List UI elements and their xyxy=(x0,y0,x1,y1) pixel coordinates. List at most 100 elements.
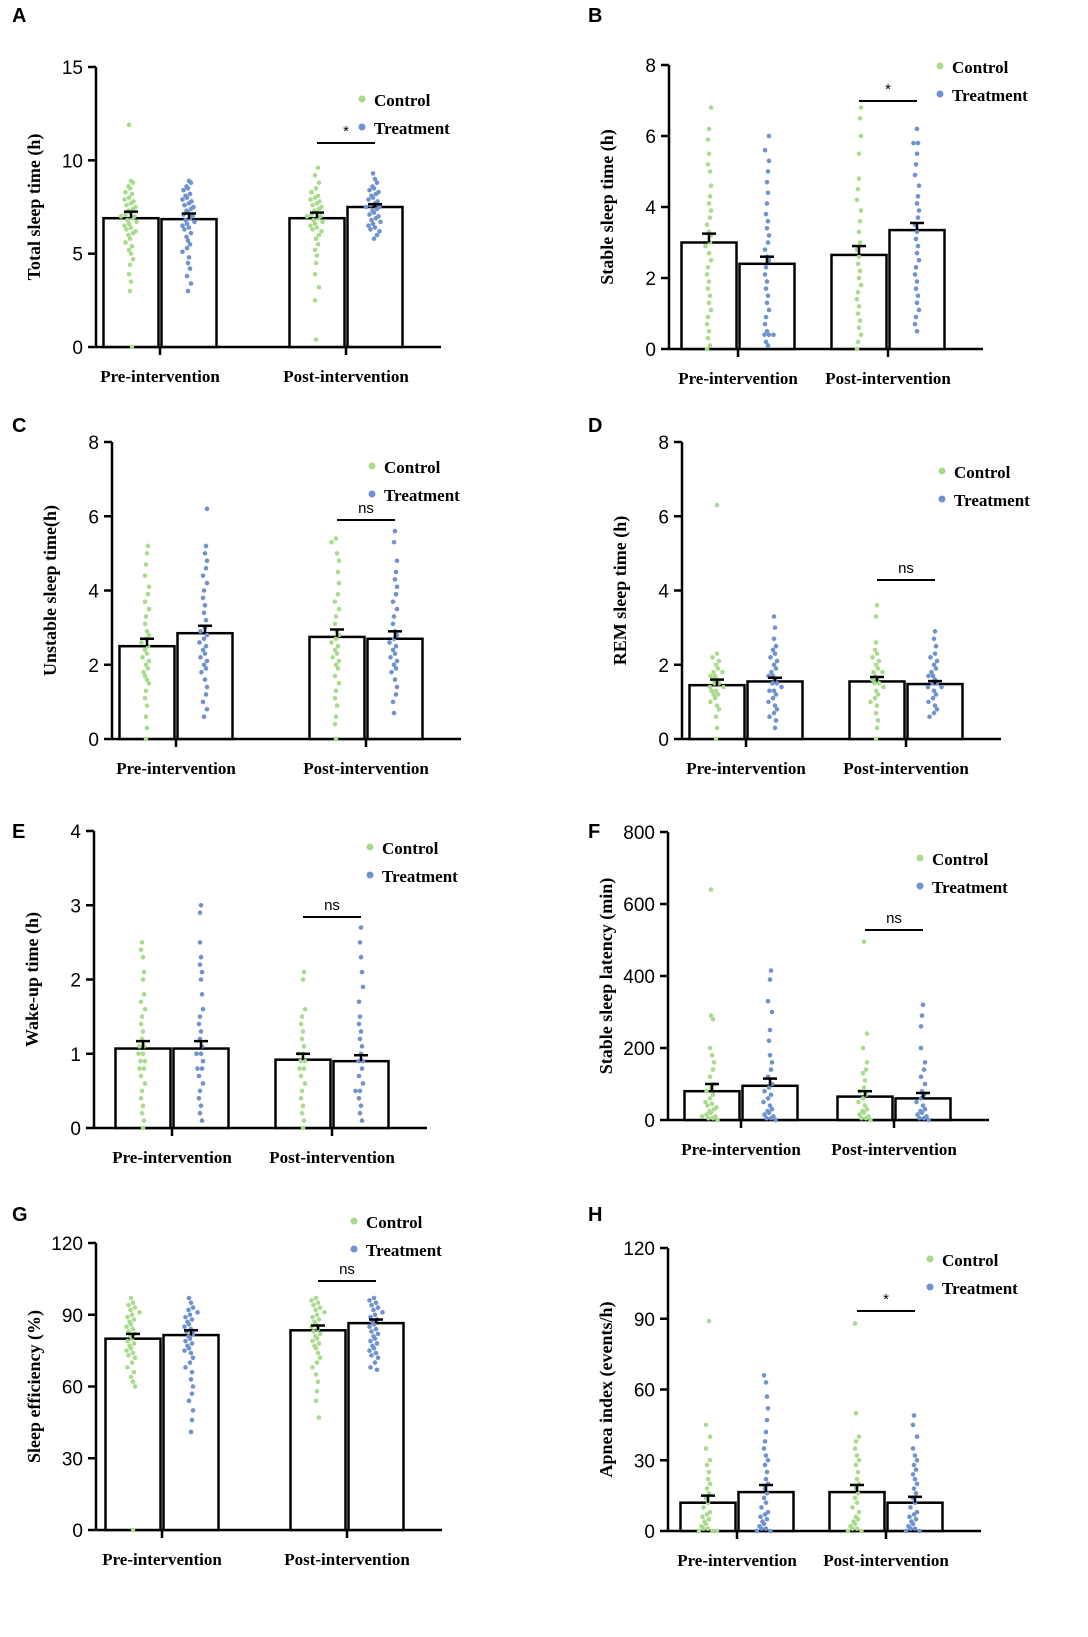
data-point-control xyxy=(146,681,152,686)
data-point-treatment xyxy=(933,666,939,671)
data-point-treatment xyxy=(370,171,376,176)
data-point-treatment xyxy=(392,677,398,682)
data-point-control xyxy=(139,940,145,945)
panel-e: E Wake-up time (h) 0 1 2 3 4 Pre-intervention Po… xyxy=(12,821,458,1167)
data-point-control xyxy=(130,1350,136,1356)
data-point-treatment xyxy=(910,1521,916,1527)
data-point-treatment xyxy=(186,255,192,260)
data-point-treatment xyxy=(771,636,777,642)
data-point-control xyxy=(140,1029,146,1034)
data-point-treatment xyxy=(930,695,936,701)
x-tick-label: Post-intervention xyxy=(825,369,951,388)
data-point-treatment xyxy=(368,227,373,232)
data-point-control xyxy=(856,275,862,281)
data-point-treatment xyxy=(188,281,194,286)
data-point-control xyxy=(332,599,338,604)
data-point-treatment xyxy=(762,321,768,327)
data-point-control xyxy=(316,284,322,290)
data-point-control xyxy=(127,186,133,191)
data-point-control xyxy=(860,1045,866,1051)
data-point-treatment xyxy=(189,1369,195,1375)
data-point-control xyxy=(856,1457,862,1463)
data-point-control xyxy=(712,681,717,686)
data-point-treatment xyxy=(356,999,362,1005)
data-point-control xyxy=(300,977,306,982)
data-point-control xyxy=(297,1066,302,1071)
x-tick-label: Post-intervention xyxy=(831,1140,957,1159)
data-point-control xyxy=(144,551,150,556)
data-point-treatment xyxy=(372,225,378,230)
data-point-treatment xyxy=(764,300,770,306)
data-point-treatment xyxy=(912,1526,918,1531)
data-point-control xyxy=(126,195,132,200)
data-point-control xyxy=(299,1088,305,1094)
data-point-treatment xyxy=(912,1476,918,1482)
data-point-control xyxy=(301,969,307,975)
data-point-treatment xyxy=(366,223,371,228)
data-point-treatment xyxy=(758,1514,763,1520)
data-point-treatment xyxy=(769,1106,775,1112)
data-point-treatment xyxy=(928,655,933,660)
data-point-treatment xyxy=(187,1336,193,1341)
data-point-control xyxy=(143,736,149,742)
legend-label-treatment: Treatment xyxy=(382,867,458,886)
data-point-control xyxy=(142,599,148,604)
data-point-control xyxy=(129,344,135,350)
data-point-treatment xyxy=(371,1307,376,1313)
data-point-control xyxy=(854,197,860,203)
data-point-treatment xyxy=(357,1036,363,1042)
data-point-control xyxy=(336,580,342,586)
data-point-control xyxy=(856,1509,862,1515)
data-point-control xyxy=(315,165,321,171)
data-point-treatment xyxy=(910,1446,916,1451)
data-point-treatment xyxy=(369,217,374,223)
data-point-control xyxy=(316,180,322,186)
data-point-treatment xyxy=(389,669,394,675)
data-point-control xyxy=(705,265,711,270)
data-point-control xyxy=(708,673,713,679)
legend-marker-treatment xyxy=(368,490,376,498)
data-point-treatment xyxy=(199,992,205,997)
data-point-control xyxy=(140,1125,146,1131)
data-point-treatment xyxy=(764,1417,770,1423)
data-point-control xyxy=(145,591,151,597)
data-point-treatment xyxy=(196,1073,202,1079)
data-point-control xyxy=(881,684,886,690)
data-point-control xyxy=(329,640,334,645)
data-point-treatment xyxy=(199,1118,205,1123)
data-point-control xyxy=(854,1500,860,1505)
data-point-control xyxy=(710,1115,716,1121)
data-point-control xyxy=(854,346,860,352)
data-point-control xyxy=(855,339,861,345)
data-point-treatment xyxy=(183,1314,188,1320)
data-point-control xyxy=(856,304,862,309)
data-point-control xyxy=(139,1110,145,1116)
data-point-control xyxy=(304,214,310,219)
data-point-control xyxy=(708,1110,714,1116)
data-point-treatment xyxy=(929,669,934,675)
data-point-control xyxy=(315,1300,321,1306)
data-point-treatment xyxy=(188,1377,194,1382)
data-point-control xyxy=(714,725,720,731)
data-point-control xyxy=(856,176,862,181)
data-point-treatment xyxy=(198,977,204,982)
data-point-treatment xyxy=(914,1481,920,1487)
data-point-treatment xyxy=(393,666,399,671)
data-point-control xyxy=(122,223,127,228)
significance-label: * xyxy=(343,123,349,140)
data-point-treatment xyxy=(921,1067,927,1072)
data-point-treatment xyxy=(186,1345,192,1351)
data-point-control xyxy=(333,662,339,668)
data-point-treatment xyxy=(198,1103,204,1109)
data-point-treatment xyxy=(181,187,186,193)
data-point-treatment xyxy=(762,1088,767,1094)
data-point-control xyxy=(854,1453,860,1458)
data-point-treatment xyxy=(180,197,185,202)
data-point-treatment xyxy=(185,186,191,191)
data-point-treatment xyxy=(393,692,399,697)
data-point-treatment xyxy=(915,194,921,199)
data-point-treatment xyxy=(393,643,399,649)
data-point-treatment xyxy=(363,204,369,210)
data-point-treatment xyxy=(373,1300,379,1306)
data-point-control xyxy=(130,1300,136,1306)
